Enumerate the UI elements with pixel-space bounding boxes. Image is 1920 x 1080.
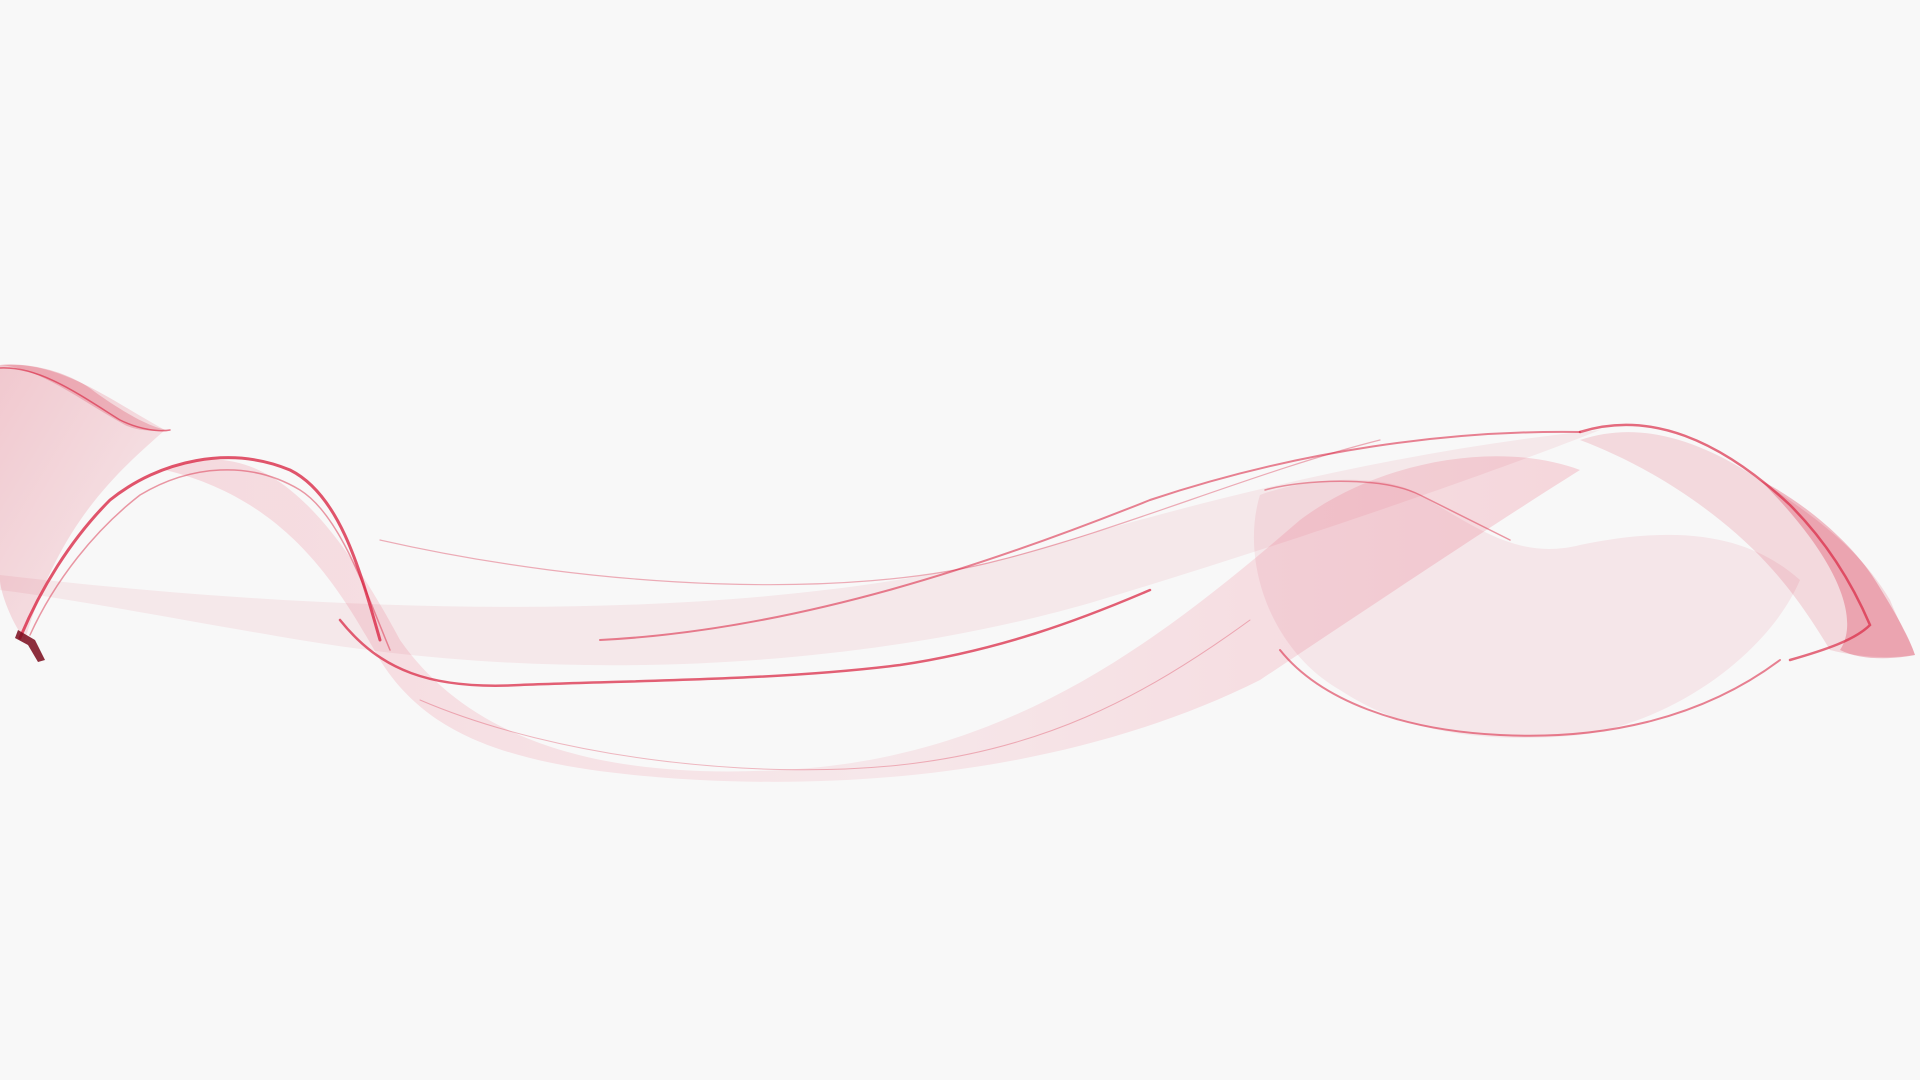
ribbon-edge-mid-lower <box>419 619 1251 771</box>
ribbon-sheet-right-tail <box>1760 480 1915 659</box>
ribbon-sheet-center <box>165 456 1580 782</box>
ribbon-edge-upper-center <box>379 439 1381 586</box>
ribbon-edge-lower-swoop <box>338 588 1152 687</box>
ribbon-sheet-right-loop <box>1253 479 1800 738</box>
ribbon-edge-right-loop-top <box>1264 480 1511 541</box>
ribbon-edge-long-top <box>599 430 1581 641</box>
ribbon-edge-left-arc-inner <box>29 469 391 651</box>
ribbon-edge-left-arc <box>18 456 382 642</box>
ribbon-sheet-mid-band <box>0 430 1600 666</box>
ribbon-edge-right-loop-bottom <box>1279 649 1781 737</box>
ribbon <box>0 364 1915 782</box>
ribbon-edge-top-left <box>0 367 171 432</box>
ribbon-sheet-far-right <box>1580 432 1915 658</box>
ribbon-edge-right-arc <box>1578 423 1872 662</box>
ribbon-sheet-left <box>0 364 165 640</box>
ribbon-tip-left <box>15 630 45 662</box>
